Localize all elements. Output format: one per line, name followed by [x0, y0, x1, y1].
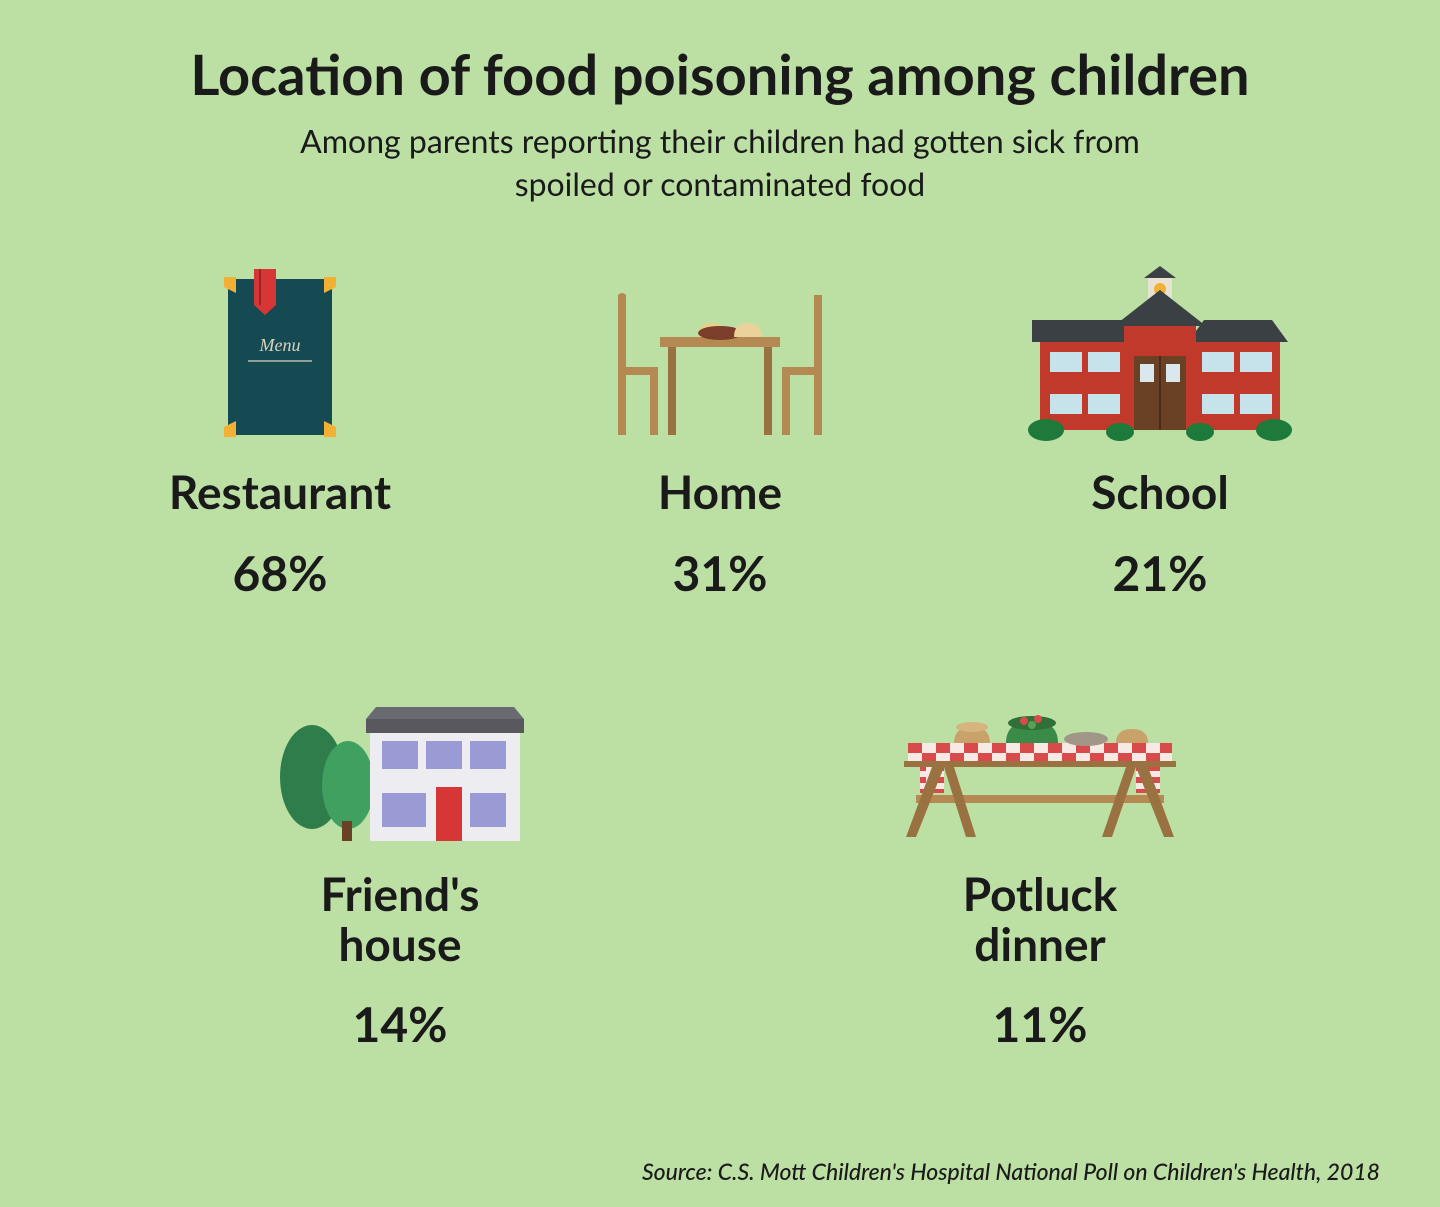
source-citation: Source: C.S. Mott Children's Hospital Na… — [642, 1157, 1380, 1185]
percent-friends-house: 14% — [352, 996, 447, 1053]
row-2: Friend'shouse 14% — [60, 662, 1380, 1053]
percent-restaurant: 68% — [232, 545, 327, 602]
label-school: School — [1091, 467, 1229, 517]
label-potluck: Potluckdinner — [963, 869, 1118, 968]
item-home: Home 31% — [530, 260, 910, 602]
picnic-icon — [880, 662, 1200, 847]
title: Location of food poisoning among childre… — [60, 40, 1380, 107]
svg-text:Menu: Menu — [259, 335, 301, 355]
menu-icon: Menu — [210, 260, 350, 445]
house-icon — [270, 662, 530, 847]
item-restaurant: Menu Restaurant 68% — [90, 260, 470, 602]
item-friends-house: Friend'shouse 14% — [210, 662, 590, 1053]
table-icon — [590, 260, 850, 445]
item-potluck: Potluckdinner 11% — [850, 662, 1230, 1053]
subtitle: Among parents reporting their children h… — [60, 119, 1380, 205]
percent-home: 31% — [672, 545, 767, 602]
row-1: Menu Restaurant 68% — [60, 260, 1380, 602]
item-school: School 21% — [970, 260, 1350, 602]
label-friends-house: Friend'shouse — [321, 869, 480, 968]
percent-school: 21% — [1112, 545, 1207, 602]
label-home: Home — [658, 467, 782, 517]
school-icon — [1020, 260, 1300, 445]
label-restaurant: Restaurant — [169, 467, 391, 517]
percent-potluck: 11% — [992, 996, 1087, 1053]
infographic-container: Location of food poisoning among childre… — [0, 0, 1440, 1207]
